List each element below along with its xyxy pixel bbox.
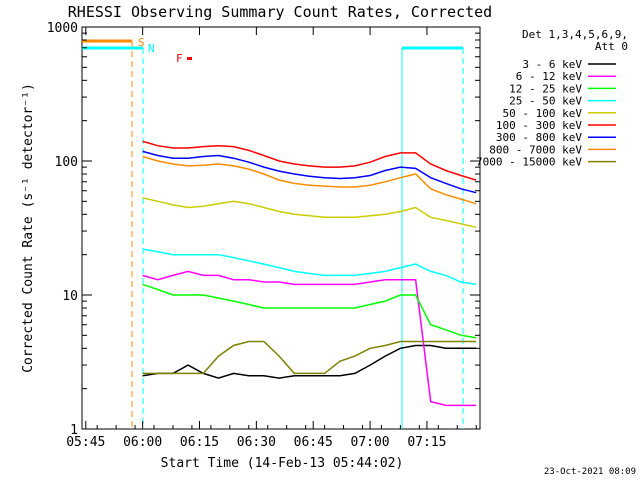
legend-label: 800 - 7000 keV bbox=[489, 143, 582, 156]
observing-intervals: S N F bbox=[82, 36, 464, 429]
series-layer bbox=[142, 140, 477, 407]
legend-header-line-2: Att 0 bbox=[595, 40, 628, 53]
axes: 05:45 06:00 06:15 06:30 06:45 07:00 07:15 1 10 10… bbox=[47, 21, 480, 450]
x-tick-label: 05:45 bbox=[66, 435, 105, 450]
series-line-5 bbox=[142, 140, 477, 181]
y-tick-label: 1 bbox=[70, 423, 78, 438]
series-line-6 bbox=[142, 150, 477, 194]
series-line-1 bbox=[142, 270, 477, 407]
y-tick-label: 10 bbox=[62, 289, 78, 304]
legend-header-line-1: Det 1,3,4,5,6,9, bbox=[522, 28, 628, 41]
timestamp: 23-Oct-2021 08:09 bbox=[544, 467, 636, 477]
series-line-8 bbox=[142, 340, 477, 375]
saa-marker: S bbox=[138, 36, 145, 49]
legend-label: 50 - 100 keV bbox=[503, 107, 583, 120]
series-line-4 bbox=[142, 197, 477, 229]
plot-area bbox=[81, 26, 481, 430]
y-axis-label: Corrected Count Rate (s⁻¹ detector⁻¹) bbox=[21, 83, 36, 373]
legend-label: 7000 - 15000 keV bbox=[476, 156, 582, 169]
series-line-0 bbox=[142, 344, 477, 379]
x-tick-label: 06:00 bbox=[123, 435, 162, 450]
y-tick-label: 100 bbox=[55, 155, 78, 170]
series-line-2 bbox=[142, 283, 477, 339]
x-tick-label: 07:15 bbox=[407, 435, 446, 450]
x-axis-label: Start Time (14-Feb-13 05:44:02) bbox=[161, 456, 404, 471]
legend-label: 6 - 12 keV bbox=[516, 70, 583, 83]
flare-flag bbox=[187, 57, 192, 60]
y-tick-label: 1000 bbox=[47, 21, 78, 36]
legend-label: 25 - 50 keV bbox=[509, 95, 582, 108]
x-tick-label: 06:30 bbox=[237, 435, 276, 450]
legend-label: 3 - 6 keV bbox=[522, 58, 582, 71]
x-tick-label: 06:15 bbox=[180, 435, 219, 450]
legend-label: 12 - 25 keV bbox=[509, 82, 582, 95]
series-line-3 bbox=[142, 248, 477, 286]
flare-marker: F bbox=[176, 52, 183, 65]
legend-label: 100 - 300 keV bbox=[496, 119, 582, 132]
x-tick-label: 07:00 bbox=[351, 435, 390, 450]
night-marker: N bbox=[148, 42, 155, 55]
chart-title: RHESSI Observing Summary Count Rates, Co… bbox=[68, 3, 492, 21]
x-tick-label: 06:45 bbox=[294, 435, 333, 450]
legend-label: 300 - 800 keV bbox=[496, 131, 582, 144]
series-line-7 bbox=[142, 155, 477, 205]
